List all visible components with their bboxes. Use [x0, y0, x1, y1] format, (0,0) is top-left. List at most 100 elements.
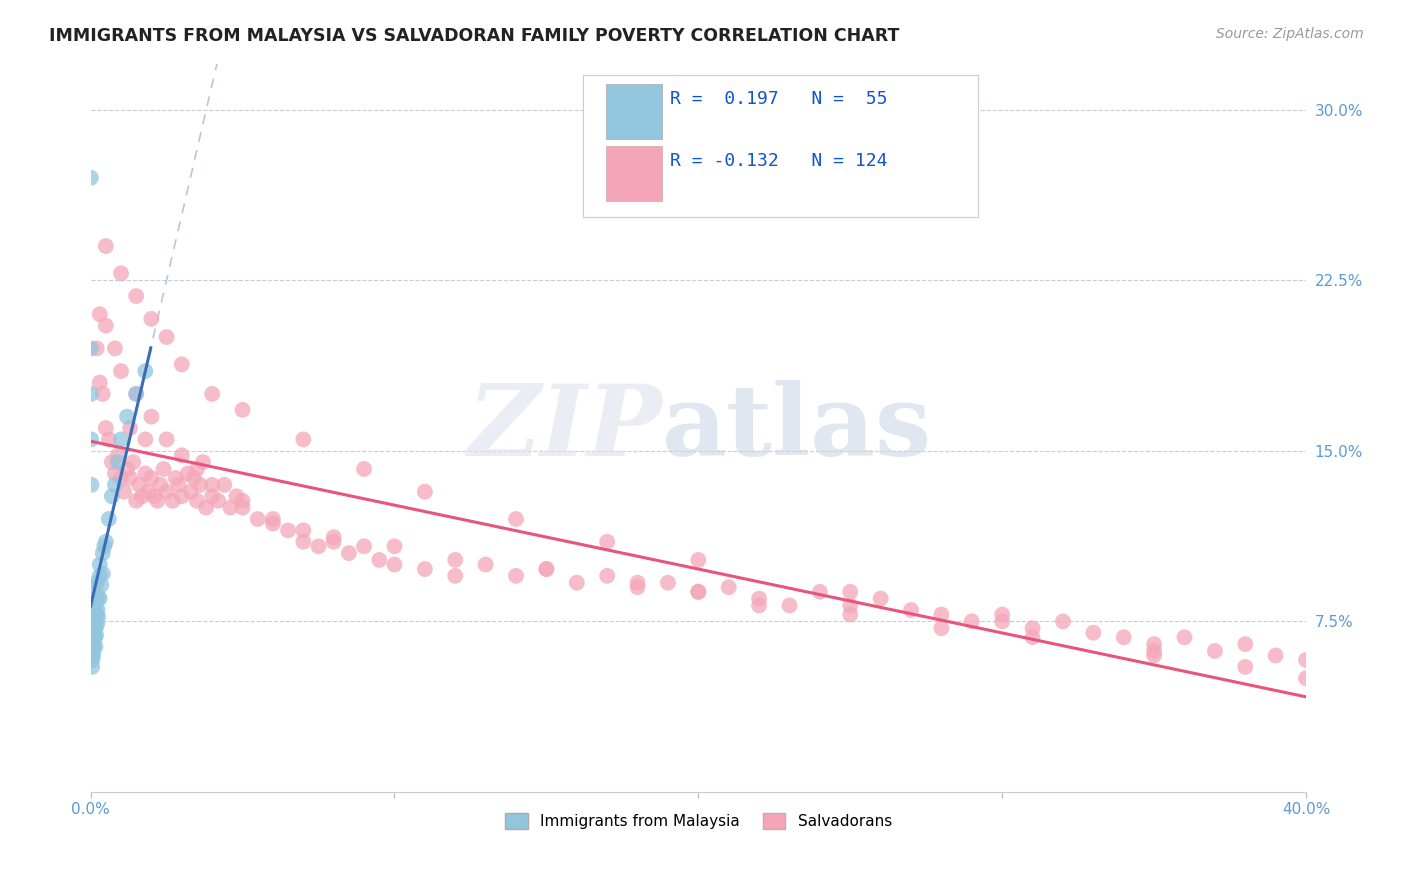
Point [104, 467, 127, 481]
Point [195, 500, 218, 515]
Point [180, 484, 202, 499]
Point [125, 387, 148, 401]
Point [110, 364, 132, 378]
Point [125, 387, 148, 401]
Point [308, 539, 330, 553]
Point [84, 621, 107, 635]
Point [232, 493, 254, 508]
Point [292, 433, 315, 447]
Point [1234, 637, 1257, 651]
Point [80, 478, 103, 492]
Point [262, 512, 284, 526]
Point [162, 493, 184, 508]
Point [82, 630, 104, 644]
Point [413, 484, 436, 499]
Text: Source: ZipAtlas.com: Source: ZipAtlas.com [1216, 27, 1364, 41]
Point [97, 433, 120, 447]
Point [82, 653, 104, 667]
Point [536, 562, 558, 576]
Point [146, 493, 169, 508]
Point [86, 575, 108, 590]
Point [84, 615, 107, 629]
Point [1143, 637, 1166, 651]
Point [1234, 660, 1257, 674]
Point [101, 489, 124, 503]
Point [322, 534, 344, 549]
Point [596, 534, 619, 549]
Point [839, 599, 862, 613]
Point [120, 421, 142, 435]
Point [1021, 621, 1043, 635]
Point [94, 421, 117, 435]
Point [626, 580, 648, 594]
Point [93, 539, 115, 553]
Point [134, 467, 156, 481]
Point [170, 448, 193, 462]
Point [165, 471, 187, 485]
Point [82, 644, 104, 658]
Point [80, 433, 103, 447]
Point [128, 478, 150, 492]
Point [536, 562, 558, 576]
Point [505, 512, 527, 526]
Point [89, 376, 111, 390]
Point [779, 599, 801, 613]
Point [1295, 671, 1317, 685]
Point [84, 640, 107, 654]
Point [688, 584, 710, 599]
Point [748, 599, 770, 613]
Point [80, 342, 103, 356]
Point [170, 357, 193, 371]
Point [107, 455, 129, 469]
Point [91, 387, 114, 401]
Point [134, 433, 156, 447]
Point [353, 539, 375, 553]
Text: IMMIGRANTS FROM MALAYSIA VS SALVADORAN FAMILY POVERTY CORRELATION CHART: IMMIGRANTS FROM MALAYSIA VS SALVADORAN F… [49, 27, 900, 45]
Point [89, 558, 111, 572]
Point [748, 591, 770, 606]
FancyBboxPatch shape [606, 145, 662, 201]
Point [110, 266, 132, 280]
Point [201, 387, 224, 401]
Point [89, 307, 111, 321]
Point [82, 660, 104, 674]
Text: ZIP: ZIP [467, 380, 662, 476]
Point [808, 584, 831, 599]
Point [1143, 644, 1166, 658]
Point [368, 553, 391, 567]
Point [1264, 648, 1286, 663]
Point [110, 471, 132, 485]
Point [262, 516, 284, 531]
Point [86, 607, 108, 622]
Point [688, 584, 710, 599]
Point [246, 512, 269, 526]
Point [219, 500, 242, 515]
Point [82, 637, 104, 651]
Point [101, 455, 124, 469]
Point [112, 484, 135, 499]
Point [83, 612, 105, 626]
Point [214, 478, 236, 492]
Point [384, 539, 406, 553]
Point [86, 603, 108, 617]
Point [86, 616, 108, 631]
Point [83, 580, 105, 594]
Point [82, 607, 104, 622]
Point [384, 558, 406, 572]
Point [94, 534, 117, 549]
Point [1143, 648, 1166, 663]
Point [170, 489, 193, 503]
Point [1083, 625, 1105, 640]
Point [80, 603, 103, 617]
Point [91, 546, 114, 560]
Point [122, 455, 145, 469]
Point [125, 493, 148, 508]
Point [104, 342, 127, 356]
Point [80, 648, 103, 663]
Point [80, 637, 103, 651]
Point [80, 387, 103, 401]
Point [86, 342, 108, 356]
Point [152, 462, 174, 476]
Point [104, 478, 127, 492]
Point [444, 553, 467, 567]
